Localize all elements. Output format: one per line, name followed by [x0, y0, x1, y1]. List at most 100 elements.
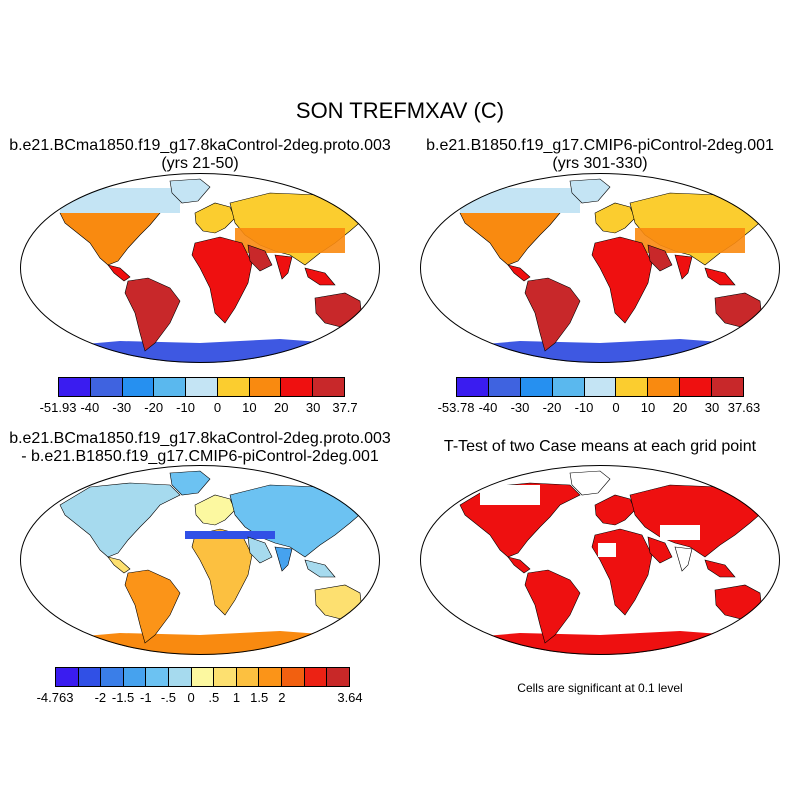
colorbar-panel-2 — [456, 377, 744, 397]
colorbar-label: -4.763 — [36, 690, 74, 705]
colorbar-swatch — [122, 378, 155, 396]
colorbar-label: 37.63 — [727, 400, 761, 415]
colorbar-swatch — [327, 668, 349, 686]
nonsignificant-patch — [480, 485, 540, 505]
australia-region — [714, 292, 763, 329]
colorbar-label: -40 — [80, 400, 100, 415]
australia-region — [314, 584, 363, 621]
colorbar-label: -30 — [510, 400, 530, 415]
colorbar-label: -20 — [144, 400, 164, 415]
globe-outline — [420, 465, 780, 655]
map-panel-3 — [20, 465, 380, 655]
colorbar-label: 37.7 — [332, 400, 358, 415]
colorbar-swatch — [169, 668, 192, 686]
colorbar-swatch — [281, 378, 314, 396]
india-region — [274, 254, 293, 280]
africa-region — [191, 528, 253, 616]
panel2-title-line2: (yrs 301-330) — [552, 155, 648, 172]
colorbar-swatch — [304, 668, 328, 686]
arctic-band — [460, 188, 580, 213]
australia-region — [314, 292, 363, 329]
map-panel-1 — [20, 173, 380, 363]
globe-outline — [420, 173, 780, 363]
central-america-region — [107, 264, 131, 282]
south-america-region — [524, 569, 581, 644]
colorbar-label: -30 — [112, 400, 132, 415]
colorbar-swatch — [282, 668, 305, 686]
colorbar-label: -51.93 — [39, 400, 77, 415]
globe-outline — [20, 173, 380, 363]
australia-region — [714, 584, 763, 621]
antarctica-region — [420, 339, 780, 363]
southeast-asia-region — [704, 267, 736, 286]
colorbar-label: 20 — [672, 400, 688, 415]
colorbar-label: 10 — [242, 400, 257, 415]
antarctica-region — [20, 339, 380, 363]
arabia-region — [647, 536, 673, 564]
colorbar-swatch — [488, 378, 521, 396]
significance-note: Cells are significant at 0.1 level — [517, 681, 683, 695]
colorbar-swatch — [123, 668, 147, 686]
colorbar-swatch — [236, 668, 260, 686]
colorbar-swatch — [584, 378, 617, 396]
nonsignificant-patch — [598, 543, 616, 557]
panel3-title: b.e21.BCma1850.f19_g17.8kaControl-2deg.p… — [0, 430, 400, 466]
south-america-region — [524, 277, 581, 352]
colorbar-label: -40 — [478, 400, 498, 415]
colorbar-label: -10 — [176, 400, 195, 415]
colorbar-label: 10 — [640, 400, 656, 415]
colorbar-swatch — [648, 378, 681, 396]
europe-region — [194, 494, 236, 526]
south-america-region — [124, 277, 181, 352]
colorbar-swatch — [191, 668, 215, 686]
colorbar-panel-3 — [55, 667, 350, 687]
colorbar-label: 3.64 — [337, 690, 363, 705]
colorbar-label: 1.5 — [250, 690, 269, 705]
colorbar-swatch — [259, 668, 283, 686]
colorbar-swatch — [78, 668, 102, 686]
colorbar-label: 0 — [612, 400, 620, 415]
panel2-title: b.e21.B1850.f19_g17.CMIP6-piControl-2deg… — [400, 137, 800, 173]
africa-region — [591, 528, 653, 616]
colorbar-label: -2 — [94, 690, 107, 705]
colorbar-label: 30 — [704, 400, 720, 415]
colorbar-swatch — [186, 378, 218, 396]
colorbar-swatch — [154, 378, 187, 396]
europe-region — [594, 202, 636, 234]
panel1-title-line2: (yrs 21-50) — [161, 155, 239, 172]
colorbar-swatch — [59, 378, 91, 396]
southeast-asia-region — [704, 559, 736, 578]
colorbar-label: 30 — [305, 400, 321, 415]
map-panel-4 — [420, 465, 780, 655]
india-region — [274, 546, 293, 572]
colorbar-swatch — [457, 378, 489, 396]
colorbar-label: -53.78 — [437, 400, 475, 415]
panel4-title: T-Test of two Case means at each grid po… — [443, 438, 757, 455]
panel1-title-line1: b.e21.BCma1850.f19_g17.8kaControl-2deg.p… — [9, 137, 391, 154]
india-region — [674, 546, 693, 572]
colorbar-swatch — [146, 668, 170, 686]
antarctica-region — [420, 631, 780, 655]
colorbar-label: -20 — [542, 400, 562, 415]
colorbar-label: -1 — [139, 690, 152, 705]
colorbar-swatch — [712, 378, 744, 396]
panel3-title-line2: - b.e21.B1850.f19_g17.CMIP6-piControl-2d… — [21, 448, 379, 465]
colorbar-swatch — [616, 378, 649, 396]
colorbar-label: .5 — [208, 690, 220, 705]
colorbar-swatch — [520, 378, 553, 396]
nonsignificant-patch — [660, 525, 700, 540]
southeast-asia-region — [304, 559, 336, 578]
colorbar-swatch — [214, 668, 237, 686]
europe-region — [194, 202, 236, 234]
panel3-title-line1: b.e21.BCma1850.f19_g17.8kaControl-2deg.p… — [9, 430, 391, 447]
colorbar-swatch — [680, 378, 713, 396]
colorbar-label: 20 — [273, 400, 289, 415]
southeast-asia-region — [304, 267, 336, 286]
colorbar-label: 0 — [213, 400, 222, 415]
figure-title: SON TREFMXAV (C) — [295, 98, 505, 123]
africa-region — [591, 236, 653, 324]
colorbar-label: -10 — [574, 400, 594, 415]
colorbar-panel-1 — [58, 377, 345, 397]
sahel-cooling-band — [185, 531, 275, 539]
arabia-region — [247, 536, 273, 564]
